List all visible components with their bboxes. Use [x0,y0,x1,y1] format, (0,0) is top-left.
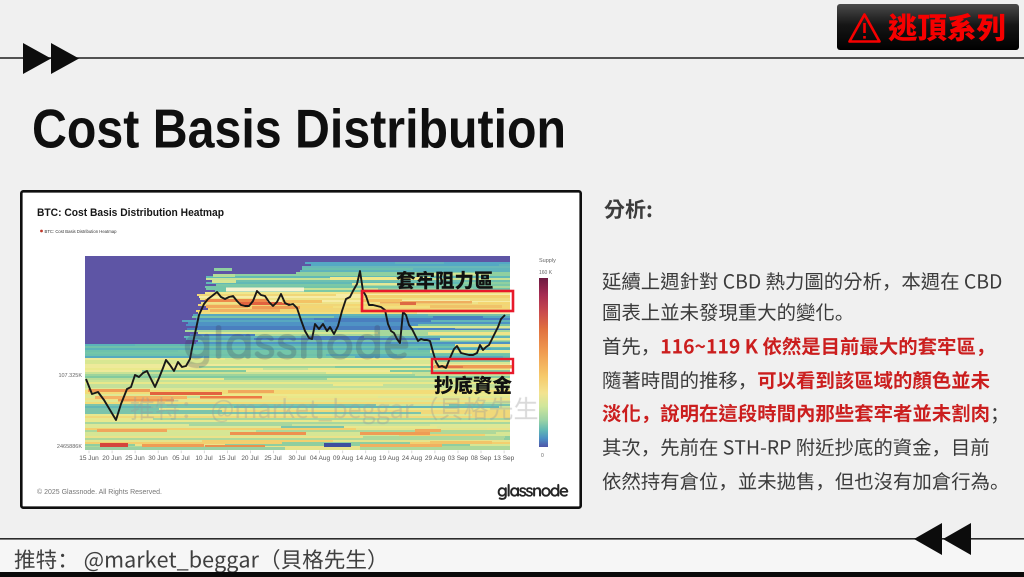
svg-text:24 Aug: 24 Aug [402,455,423,462]
svg-text:13 Sep: 13 Sep [494,455,515,462]
svg-text:BTC: Cost Basis Distribution H: BTC: Cost Basis Distribution Heatmap [37,207,224,219]
svg-text:15 Jun: 15 Jun [79,455,99,462]
svg-text:09 Aug: 09 Aug [333,455,354,462]
svg-text:25 Jun: 25 Jun [125,455,145,462]
svg-text:19 Aug: 19 Aug [379,455,400,462]
svg-text:0: 0 [541,453,544,459]
svg-text:10 Jul: 10 Jul [195,455,213,462]
svg-text:30 Jul: 30 Jul [288,455,306,462]
svg-text:14 Aug: 14 Aug [356,455,377,462]
svg-text:BTC: Cost Basis Distribution H: BTC: Cost Basis Distribution Heatmap [45,229,117,234]
svg-text:25 Jul: 25 Jul [264,455,282,462]
svg-text:15 Jul: 15 Jul [218,455,236,462]
svg-text:Cost Basis Distribution: Cost Basis Distribution [32,98,566,160]
svg-text:© 2025 Glassnode. All Rights R: © 2025 Glassnode. All Rights Reserved. [37,488,162,496]
svg-text:20 Jun: 20 Jun [102,455,122,462]
svg-text:03 Sep: 03 Sep [448,455,469,462]
svg-text:107.325K: 107.325K [58,373,82,379]
svg-text:20 Jul: 20 Jul [241,455,259,462]
svg-text:Supply: Supply [539,258,556,264]
svg-text:30 Jun: 30 Jun [148,455,168,462]
svg-text:04 Aug: 04 Aug [310,455,331,462]
svg-text:08 Sep: 08 Sep [471,455,492,462]
svg-text:29 Aug: 29 Aug [425,455,446,462]
svg-text:05 Jul: 05 Jul [172,455,190,462]
svg-text:2465886K: 2465886K [57,444,82,450]
svg-text:160 K: 160 K [539,270,553,276]
